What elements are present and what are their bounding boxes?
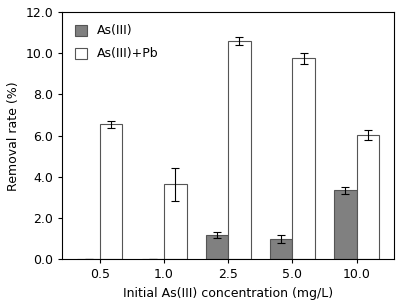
Y-axis label: Removal rate (%): Removal rate (%) [7, 81, 20, 191]
Legend: As(III), As(III)+Pb: As(III), As(III)+Pb [69, 18, 165, 67]
X-axis label: Initial As(III) concentration (mg/L): Initial As(III) concentration (mg/L) [123, 287, 333, 300]
Bar [100, 124, 122, 259]
Bar [206, 235, 228, 259]
Bar [356, 135, 379, 259]
Bar [334, 190, 356, 259]
Bar [164, 184, 186, 259]
Bar [270, 239, 292, 259]
Bar [292, 58, 315, 259]
Bar [228, 41, 251, 259]
